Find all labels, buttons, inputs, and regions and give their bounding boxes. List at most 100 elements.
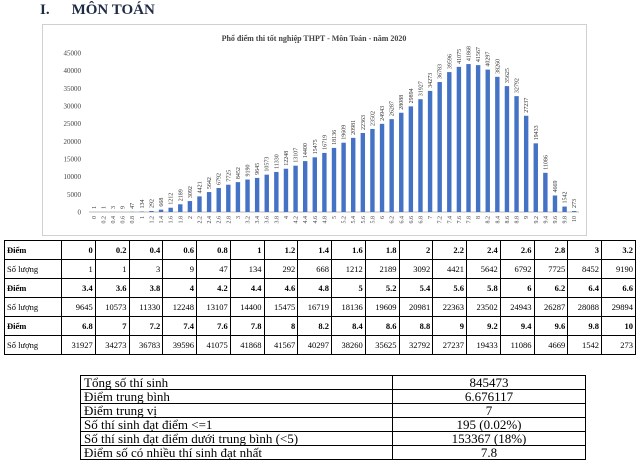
x-tick-label: 6.6 (409, 216, 415, 224)
data-label: 35625 (505, 68, 511, 83)
table-cell: 4669 (533, 335, 569, 355)
table-row: Điểm 0 0.2 0.4 0.6 0.8 1 1.2 1.4 1.6 1.8 2 2.2 2.4 2.6… (4, 240, 636, 260)
table-cell: 10573 (94, 297, 130, 317)
x-tick-label: 0.8 (130, 216, 136, 224)
data-label: 40297 (486, 52, 492, 67)
bar (226, 184, 231, 212)
bar (389, 119, 394, 212)
data-label: 41567 (476, 47, 482, 62)
data-label: 36783 (438, 64, 444, 79)
table-cell: 1 (94, 259, 130, 279)
table-cell: Điểm số có nhiều thí sinh đạt nhất (80, 445, 393, 460)
data-label: 24943 (380, 106, 386, 121)
data-label: 273 (572, 199, 578, 208)
bar (466, 64, 471, 212)
table-row: Số thí sinh đạt điểm <=1 195 (0.02%) (80, 417, 586, 432)
table-row: Điểm 3.4 3.6 3.8 4 4.2 4.4 4.6 4.8 5 5.2 5.4 5.6 5.8 6… (4, 278, 636, 298)
x-tick-label: 8.6 (505, 216, 511, 224)
data-label: 1542 (563, 192, 569, 204)
bar (274, 171, 279, 212)
table-cell: 292 (263, 259, 299, 279)
x-tick-label: 3.6 (265, 216, 271, 224)
bar (485, 69, 490, 212)
bar (351, 137, 356, 212)
bar (197, 196, 202, 212)
table-cell: 1 (61, 259, 96, 279)
table-cell: 6792 (499, 259, 535, 279)
data-label: 11086 (543, 155, 549, 170)
table-cell: 195 (0.02%) (392, 417, 586, 432)
table-cell: 20981 (398, 297, 434, 317)
table-cell: 5642 (466, 259, 501, 279)
table-cell: 273 (601, 335, 636, 355)
x-tick-label: 10 (572, 216, 578, 222)
bar (437, 82, 442, 212)
table-cell: 22363 (432, 297, 467, 317)
bar (543, 172, 548, 212)
x-tick-label: 9.2 (534, 216, 540, 224)
table-cell: 11330 (128, 297, 164, 317)
table-cell: 5.2 (364, 278, 400, 298)
table-cell: 153367 (18%) (392, 431, 586, 446)
x-tick-label: 2.2 (197, 216, 203, 224)
data-label: 28088 (399, 95, 405, 110)
table-row: Điểm trung vị 7 (80, 403, 586, 418)
x-tick-label: 4 (284, 216, 290, 219)
table-cell: 3092 (398, 259, 434, 279)
x-tick-label: 7.8 (467, 216, 473, 224)
bar (235, 182, 241, 212)
data-label: 32792 (515, 78, 521, 93)
table-cell: 34273 (94, 335, 130, 355)
data-label: 19433 (534, 125, 540, 140)
data-label: 8452 (236, 167, 242, 179)
table-cell: 6.676117 (392, 389, 586, 404)
data-label: 27237 (524, 98, 530, 113)
table-cell: 2 (398, 240, 434, 260)
table-cell: 3.6 (94, 278, 130, 298)
bar (341, 142, 346, 212)
y-tick-label: 45000 (64, 50, 82, 58)
table-cell: Điểm trung bình (80, 389, 393, 404)
table-cell: 2.4 (466, 240, 501, 260)
bar (533, 143, 538, 212)
table-cell: 9 (162, 259, 197, 279)
table-cell: 4421 (432, 259, 467, 279)
bar (379, 123, 385, 212)
x-tick-label: 9 (524, 216, 530, 219)
bar (475, 65, 481, 212)
x-tick-label: 9.6 (553, 216, 559, 224)
data-label: 2189 (178, 189, 184, 201)
data-label: 18136 (332, 130, 338, 145)
bar (360, 132, 366, 212)
table-cell: 7.8 (229, 316, 265, 336)
bar (495, 76, 500, 212)
table-cell: 2.6 (499, 240, 535, 260)
y-tick-label: 40000 (64, 67, 82, 75)
data-label: 26287 (390, 101, 396, 116)
table-cell: 4 (162, 278, 197, 298)
data-label: 47 (130, 203, 136, 209)
table-cell: Điểm (4, 278, 62, 298)
bar (302, 161, 308, 212)
data-label: 39596 (447, 54, 453, 69)
x-tick-label: 6 (380, 216, 386, 219)
bar (293, 165, 298, 212)
table-cell: 0.2 (94, 240, 130, 260)
x-tick-label: 7.6 (457, 216, 463, 224)
table-cell: Số lượng (4, 259, 62, 279)
data-label: 3 (111, 206, 117, 209)
table-cell: 1.8 (364, 240, 400, 260)
table-cell: 1.6 (331, 240, 366, 260)
heading-number: I. (40, 2, 50, 18)
table-cell: 29894 (601, 297, 636, 317)
table-row: Điểm 6.8 7 7.2 7.4 7.6 7.8 8 8.2 8.4 8.6 8.8 9 9.2 9.4… (4, 316, 636, 336)
table-cell: 27237 (432, 335, 467, 355)
bar (562, 206, 567, 212)
table-cell: 134 (229, 259, 265, 279)
y-tick-label: 20000 (64, 138, 82, 146)
data-label: 38260 (495, 59, 501, 74)
x-tick-label: 6.4 (399, 216, 405, 224)
x-tick-label: 4.2 (294, 216, 300, 224)
y-tick-label: 10000 (64, 173, 82, 181)
